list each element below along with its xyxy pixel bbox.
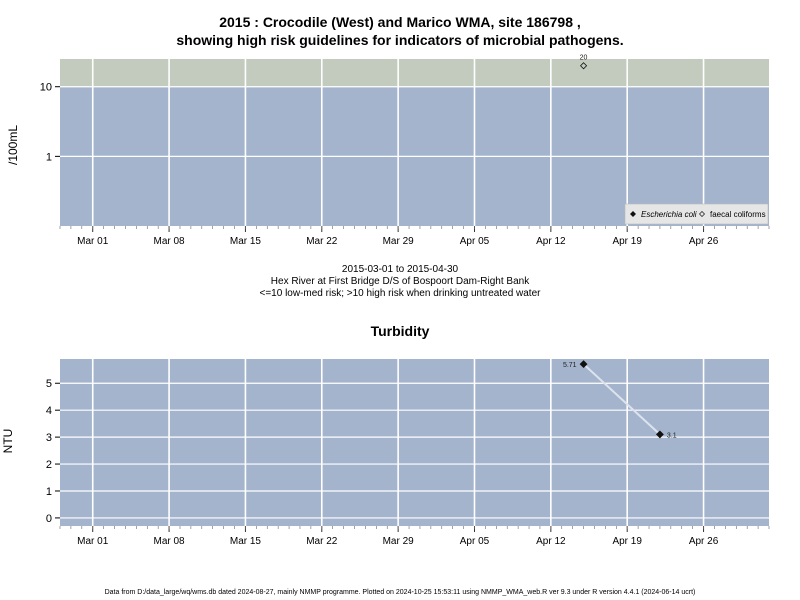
data-point <box>580 62 588 70</box>
x-tick-label: Mar 15 <box>230 236 262 247</box>
series-line <box>582 363 661 436</box>
legend-box <box>624 203 769 225</box>
x-tick-label: Apr 05 <box>460 536 490 547</box>
footer-note: Data from D:/data_large/wq/wms.db dated … <box>104 589 696 596</box>
chart-title-line-1: 2015 : Crocodile (West) and Marico WMA, … <box>219 14 581 30</box>
y-tick-label: 10 <box>40 82 52 94</box>
y-tick-label: 5 <box>46 378 52 390</box>
x-tick-label: Mar 01 <box>77 536 109 547</box>
date-range: 2015-03-01 to 2015-04-30 <box>341 264 459 275</box>
y-tick-label: 1 <box>46 486 52 498</box>
microbial-chart: 1 10 Mar 01 Mar 08 Mar 15 Mar 22 Mar 29 Apr 05 A… <box>40 55 770 247</box>
x-tick-label: Apr 12 <box>536 236 566 247</box>
high-risk-band <box>60 59 769 87</box>
data-point <box>579 360 588 369</box>
risk-note: <=10 low-med risk; >10 high risk when dr… <box>259 288 541 299</box>
x-tick-label: Mar 15 <box>230 536 262 547</box>
data-label: 5.71 <box>563 362 577 369</box>
x-tick-label: Apr 19 <box>612 536 642 547</box>
x-tick-label: Apr 12 <box>536 536 566 547</box>
x-tick-label: Mar 08 <box>154 236 186 247</box>
turbidity-chart: 0 1 2 3 4 5 Mar 01 Mar 08 Mar 15 Mar 22 Mar 29 Apr … <box>46 359 770 547</box>
legend-label: faecal coliforms <box>710 210 766 219</box>
legend: Escherichia coli faecal coliforms <box>624 203 769 225</box>
legend-label: Escherichia coli <box>641 210 697 219</box>
data-label: 20 <box>580 55 588 62</box>
x-tick-label: Apr 05 <box>460 236 490 247</box>
site-description: Hex River at First Bridge D/S of Bospoor… <box>270 276 530 287</box>
y-tick-label: 2 <box>46 459 52 471</box>
y-tick-label: 4 <box>46 405 52 417</box>
x-tick-label: Mar 29 <box>383 236 415 247</box>
x-tick-label: Mar 29 <box>383 536 415 547</box>
x-tick-label: Apr 19 <box>612 236 642 247</box>
x-tick-label: Mar 01 <box>77 236 109 247</box>
y-tick-label: 3 <box>46 432 52 444</box>
plot-panel <box>60 359 769 526</box>
legend-marker <box>699 211 705 217</box>
y-tick-label: 0 <box>46 513 52 525</box>
x-tick-label: Apr 26 <box>689 536 719 547</box>
x-tick-label: Apr 26 <box>689 236 719 247</box>
chart-title-line-2: showing high risk guidelines for indicat… <box>176 32 624 48</box>
legend-marker <box>630 211 636 217</box>
x-tick-label: Mar 08 <box>154 536 186 547</box>
turbidity-title: Turbidity <box>370 323 430 339</box>
y-tick-label: 1 <box>46 151 52 163</box>
data-point <box>655 430 664 439</box>
x-tick-label: Mar 22 <box>306 236 338 247</box>
x-tick-label: Mar 22 <box>306 536 338 547</box>
data-label: 3.1 <box>667 432 677 439</box>
